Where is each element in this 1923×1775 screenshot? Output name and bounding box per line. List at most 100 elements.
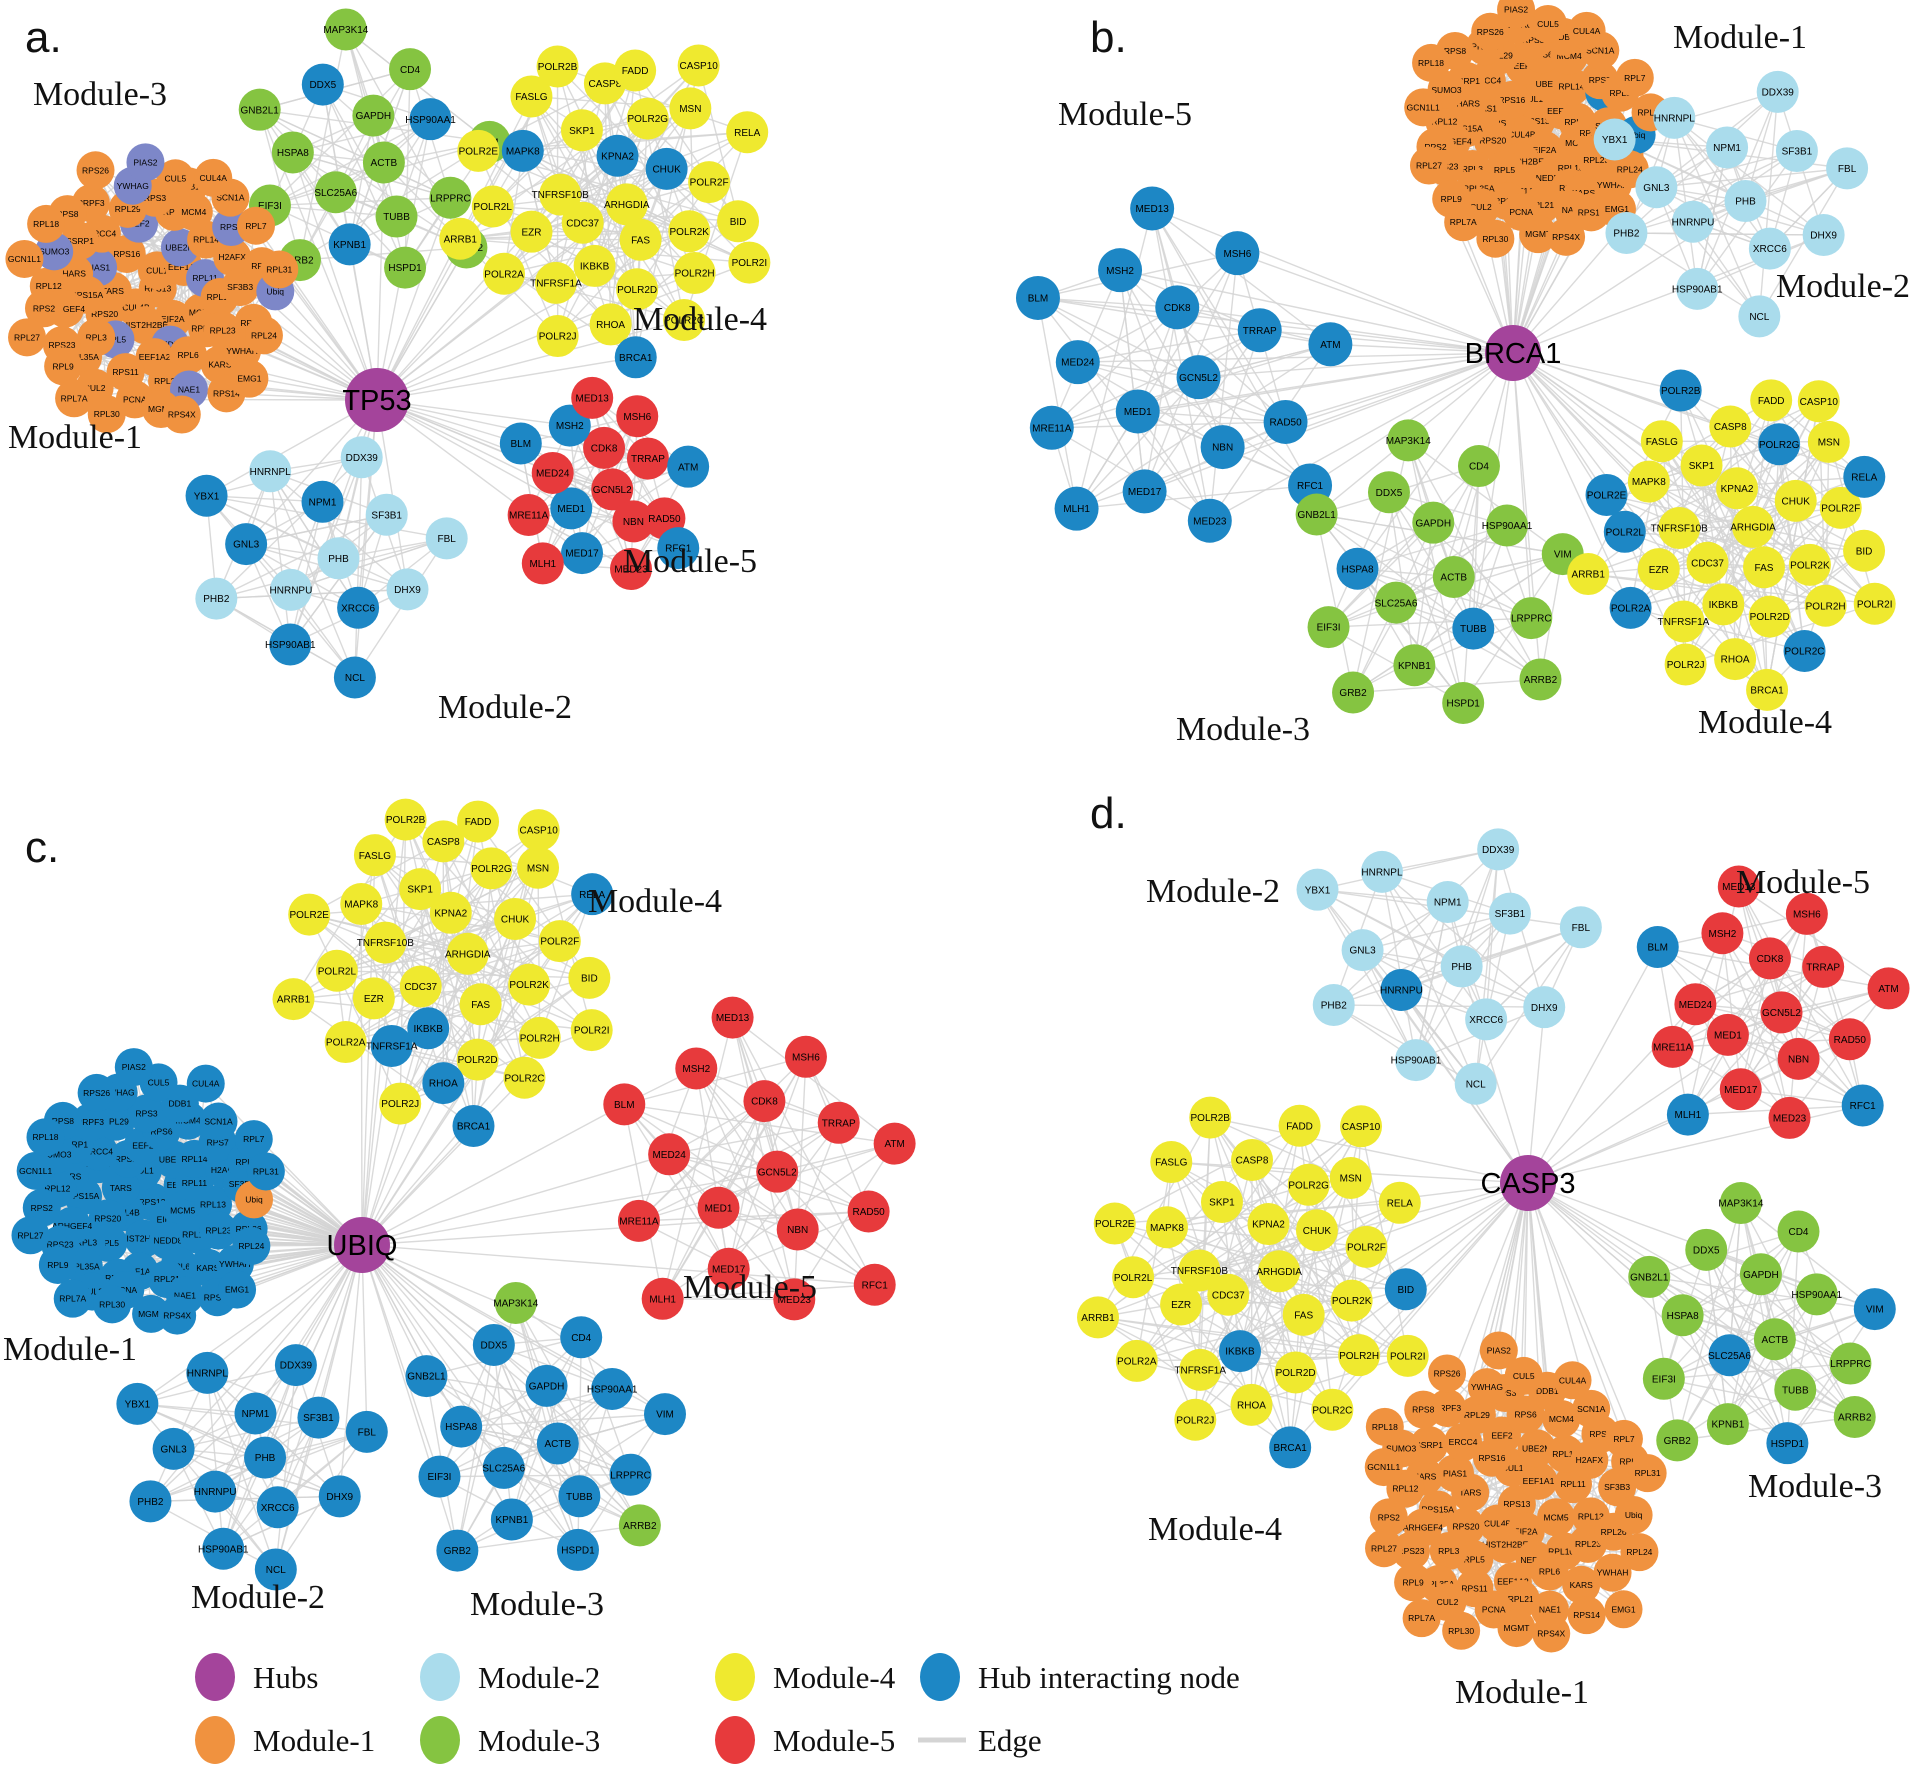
node-ybx1: YBX1 — [1296, 868, 1339, 911]
node-label: YWHAH — [1597, 180, 1629, 190]
node-label: EZR — [364, 994, 384, 1005]
node-label: RPS20 — [91, 309, 118, 319]
node-tnfrsf10b: TNFRSF10B — [1171, 1249, 1229, 1292]
panel-letter-d: d. — [1090, 789, 1127, 838]
node-hspd1: HSPD1 — [1766, 1422, 1809, 1465]
node-label: VIM — [1554, 550, 1572, 561]
node-label: YWHAG — [103, 1088, 135, 1098]
node-label: BRCA1 — [619, 353, 653, 364]
node-label: RPL10A — [1548, 1546, 1580, 1556]
node-kpna2: KPNA2 — [1247, 1203, 1290, 1246]
node-xrcc6: XRCC6 — [1465, 998, 1508, 1041]
node-label: HSPD1 — [1447, 699, 1481, 710]
node-rpl9: RPL9 — [44, 347, 83, 386]
node-sf3b1: SF3B1 — [1775, 130, 1818, 173]
node-fas: FAS — [619, 218, 662, 261]
node-rpl14: RPL14 — [1552, 67, 1591, 106]
node-arrb1: ARRB1 — [439, 217, 482, 260]
node-ybx1: YBX1 — [185, 474, 228, 517]
node-grb2: GRB2 — [436, 1529, 479, 1572]
node-ikbkb: IKBKB — [1702, 583, 1745, 626]
node-label: GCN1L1 — [1367, 1462, 1400, 1472]
node-label: RPL5 — [98, 1238, 120, 1248]
node-mre11a: MRE11A — [1651, 1025, 1694, 1068]
node-label: ATM — [678, 462, 698, 473]
node-rhoa: RHOA — [422, 1062, 465, 1105]
node-label: PHB — [328, 554, 349, 565]
node-label: TUBB — [383, 212, 410, 223]
node-label: YWHAG — [117, 181, 149, 191]
node-label: EZR — [1171, 1300, 1191, 1311]
panel-a-nodes: ACTB SLC25A6 GAPDH TUBB HSPA8 HSP90AA1 KPNB1 DD… — [5, 8, 771, 699]
module-label-b-module-3: Module-3 — [1176, 711, 1310, 748]
node-label: EEF1A1 — [1523, 1476, 1555, 1486]
node-label: POLR2I — [732, 258, 768, 269]
node-label: SLC25A6 — [314, 188, 357, 199]
node-slc25a6: SLC25A6 — [1708, 1334, 1751, 1377]
node-gcn5l2: GCN5L2 — [591, 468, 634, 511]
node-mlh1: MLH1 — [521, 542, 564, 585]
node-label: ERCC4 — [1449, 1437, 1478, 1447]
node-arhgdia: ARHGDIA — [1730, 505, 1776, 548]
node-label: ARRB1 — [444, 234, 478, 245]
node-label: RPS13 — [1523, 116, 1550, 126]
node-label: RPL9 — [47, 1260, 69, 1270]
node-polr2i: POLR2I — [1853, 582, 1896, 625]
node-label: POLR2J — [381, 1099, 419, 1110]
node-label: POLR2F — [1347, 1242, 1386, 1253]
node-label: CUL4B — [1508, 130, 1536, 140]
node-tnfrsf10b: TNFRSF10B — [532, 173, 589, 216]
node-bid: BID — [568, 956, 611, 999]
node-label: MGMT — [148, 404, 174, 414]
node-msh6: MSH6 — [1785, 892, 1828, 935]
node-ywhah: YWHAH — [1593, 1553, 1632, 1592]
node-rpl3: RPL3 — [1429, 1532, 1468, 1571]
node-label: MSH6 — [1223, 249, 1251, 260]
node-label: BRCA1 — [1750, 685, 1784, 696]
node-polr2b: POLR2B — [536, 45, 579, 88]
node-label: H2AFX — [1576, 1455, 1604, 1465]
node-rpl24: RPL24 — [244, 316, 283, 355]
node-label: RPL13 — [207, 292, 233, 302]
node-label: RPS15A — [71, 290, 104, 300]
node-label: TNFRSF10B — [1171, 1266, 1229, 1277]
node-label: GCN5L2 — [758, 1167, 797, 1178]
node-label: EEF2 — [132, 1141, 154, 1151]
node-hnrnpl: HNRNPL — [186, 1351, 229, 1394]
node-label: MRE11A — [509, 511, 549, 522]
node-label: CUL1 — [146, 265, 168, 275]
node-label: BID — [1397, 1285, 1414, 1296]
node-label: GAPDH — [356, 111, 392, 122]
node-label: RPL7A — [61, 393, 88, 403]
node-label: POLR2H — [520, 1033, 560, 1044]
node-label: MED1 — [1124, 407, 1152, 418]
node-label: NBN — [1788, 1054, 1809, 1065]
node-label: RAD50 — [852, 1207, 885, 1218]
node-label: SCN1A — [204, 1117, 233, 1127]
node-ddx39: DDX39 — [1756, 70, 1799, 113]
node-label: RFC1 — [862, 1280, 889, 1291]
legend-swatch-m2 — [420, 1653, 460, 1701]
node-label: MED23 — [614, 565, 648, 576]
node-label: LRPPRC — [430, 193, 471, 204]
legend-label-m4: Module-4 — [773, 1660, 896, 1695]
legend-swatch-m1 — [195, 1716, 235, 1764]
node-label: NEDD8 — [154, 1236, 183, 1246]
node-rpl27: RPL27 — [1409, 146, 1448, 185]
node-label: TNFRSF1A — [1658, 617, 1710, 628]
node-label: YBX1 — [1602, 135, 1628, 146]
node-label: TARS — [1459, 1488, 1481, 1498]
node-label: MED13 — [1722, 882, 1756, 893]
node-hsp90ab1: HSP90AB1 — [1391, 1039, 1442, 1082]
node-polr2c: POLR2C — [1783, 630, 1826, 673]
node-cd4: CD4 — [389, 48, 432, 91]
node-rpl31: RPL31 — [260, 250, 299, 289]
node-trrap: TRRAP — [1237, 308, 1282, 353]
node-label: DHX9 — [1531, 1003, 1558, 1014]
node-ube2m: UBE2M — [1517, 1429, 1556, 1468]
node-label: POLR2D — [1750, 612, 1790, 623]
node-rpl6: RPL6 — [169, 336, 208, 375]
node-label: BLM — [1028, 294, 1049, 305]
node-label: POLR2A — [484, 269, 524, 280]
node-label: RPS13 — [139, 1197, 166, 1207]
